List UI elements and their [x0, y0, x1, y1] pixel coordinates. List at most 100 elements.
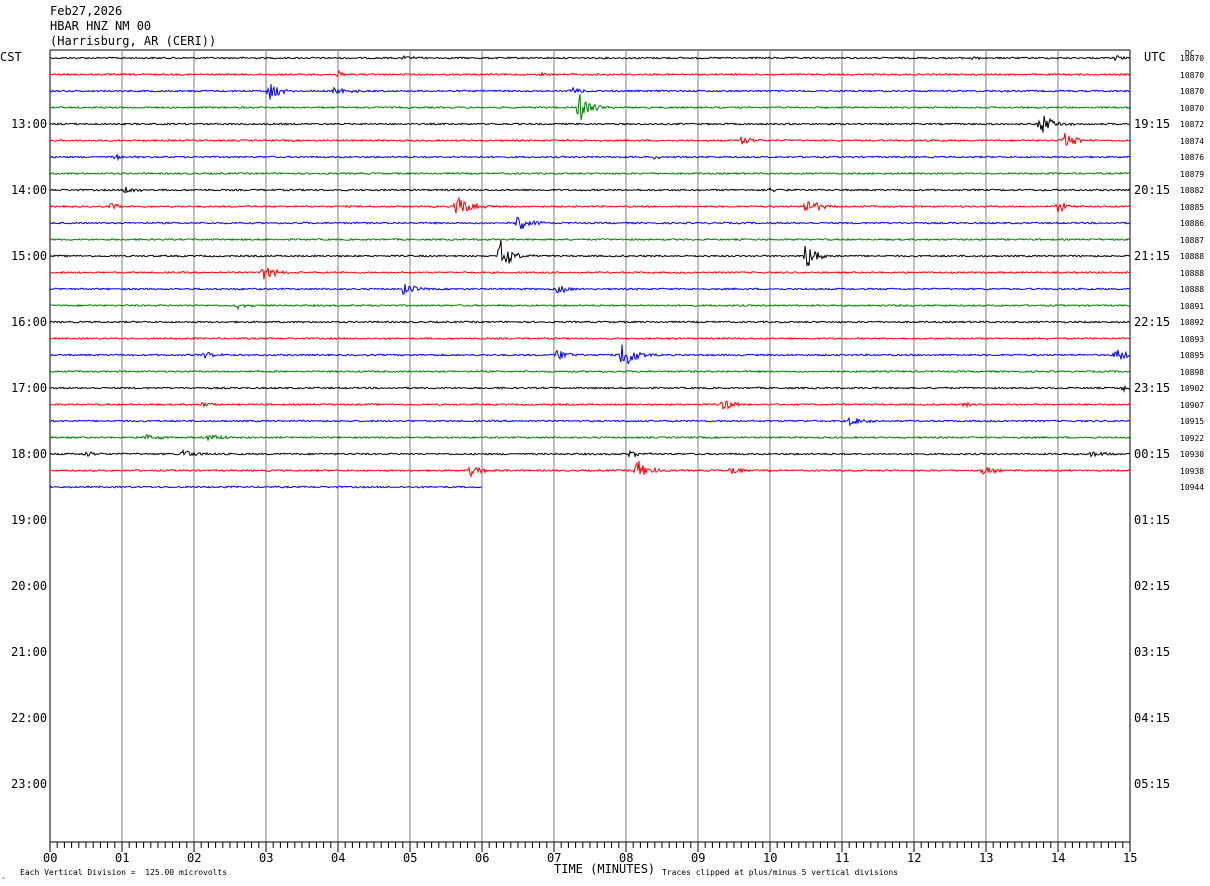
dc-offset-value: 10938 — [1180, 466, 1205, 476]
minute-label: 09 — [691, 851, 706, 865]
dc-offset-value: 10870 — [1180, 70, 1205, 80]
cst-hour-label: 22:00 — [11, 711, 48, 725]
clip-note: Traces clipped at plus/minus 5 vertical … — [662, 868, 899, 877]
cst-hour-label: 13:00 — [11, 117, 48, 131]
cst-hour-label: 20:00 — [11, 579, 48, 593]
trace-5 — [49, 132, 1131, 146]
dc-column-label: DC — [1185, 49, 1195, 58]
dc-offset-value: 10930 — [1180, 450, 1205, 459]
dc-offset-value: 10902 — [1180, 384, 1205, 393]
trace-15 — [49, 303, 1131, 311]
left-timezone-label: CST — [0, 50, 22, 64]
utc-hour-label: 00:15 — [1134, 447, 1171, 461]
trace-9 — [49, 196, 1131, 214]
utc-hour-label: 20:15 — [1134, 183, 1171, 197]
dc-offset-value: 10907 — [1180, 400, 1205, 410]
dc-offset-value: 10870 — [1180, 54, 1205, 63]
minute-label: 07 — [547, 851, 562, 865]
trace-26 — [49, 485, 482, 489]
cst-hour-label: 14:00 — [11, 183, 48, 197]
cst-hour-label: 21:00 — [11, 645, 48, 659]
plot-date: Feb27,2026 — [50, 4, 123, 18]
dc-offset-value: 10888 — [1180, 268, 1205, 278]
dc-offset-value: 10893 — [1180, 334, 1205, 344]
minute-label: 08 — [619, 851, 634, 865]
station-code: HBAR HNZ NM 00 — [50, 19, 152, 33]
dc-offset-value: 10888 — [1180, 252, 1205, 261]
trace-24 — [49, 448, 1131, 459]
trace-13 — [49, 267, 1131, 280]
minute-gridlines — [49, 49, 1131, 842]
utc-hour-label: 21:15 — [1134, 249, 1171, 263]
utc-hour-label: 03:15 — [1134, 645, 1171, 659]
trace-10 — [49, 216, 1131, 230]
cst-hour-label: 17:00 — [11, 381, 48, 395]
dc-offset-value: 10888 — [1180, 285, 1205, 294]
dc-offset-value: 10887 — [1180, 235, 1205, 245]
dc-offset-value: 10870 — [1180, 87, 1205, 96]
minute-label: 12 — [907, 851, 922, 865]
dc-offset-value: 10876 — [1180, 153, 1205, 162]
trace-7 — [49, 171, 1131, 176]
minute-label: 11 — [835, 851, 850, 865]
dc-offset-value: 10944 — [1180, 483, 1205, 492]
right-timezone-label: UTC — [1144, 50, 1166, 64]
dc-offset-value: 10885 — [1180, 202, 1205, 212]
utc-hour-label: 02:15 — [1134, 579, 1171, 593]
minute-label: 01 — [115, 851, 130, 865]
trace-12 — [49, 240, 1131, 268]
time-axis — [49, 841, 1131, 852]
minute-label: 14 — [1051, 851, 1066, 865]
trace-20 — [49, 384, 1131, 393]
trace-3 — [49, 94, 1131, 121]
minute-label: 02 — [187, 851, 202, 865]
cst-hour-label: 19:00 — [11, 513, 48, 527]
dc-offset-value: 10872 — [1180, 120, 1205, 129]
dc-offset-value: 10895 — [1180, 351, 1205, 360]
scale-note: Each Vertical Division = 125.00 microvol… — [20, 868, 228, 877]
dc-offset-value: 10922 — [1180, 433, 1205, 443]
utc-hour-label: 01:15 — [1134, 513, 1171, 527]
trace-18 — [49, 344, 1131, 365]
minute-label: 00 — [43, 851, 58, 865]
corner-mark: ‸ — [2, 870, 5, 879]
dc-offset-value: 10874 — [1180, 136, 1205, 146]
seismic-traces — [49, 55, 1131, 489]
dc-offset-value: 10915 — [1180, 417, 1205, 426]
minute-label: 13 — [979, 851, 994, 865]
utc-hour-label: 19:15 — [1134, 117, 1171, 131]
trace-23 — [49, 433, 1131, 441]
utc-hour-label: 05:15 — [1134, 777, 1171, 791]
dc-offset-value: 10882 — [1180, 186, 1205, 195]
trace-17 — [49, 336, 1131, 341]
dc-offset-value: 10886 — [1180, 219, 1205, 228]
trace-16 — [49, 320, 1131, 324]
trace-1 — [49, 69, 1131, 78]
minute-label: 15 — [1123, 851, 1138, 865]
trace-2 — [49, 84, 1130, 100]
trace-11 — [50, 237, 1131, 242]
minute-label: 05 — [403, 851, 418, 865]
dc-offset-value: 10879 — [1180, 169, 1205, 179]
trace-8 — [50, 186, 1131, 194]
utc-hour-label: 04:15 — [1134, 711, 1171, 725]
x-axis-title: TIME (MINUTES) — [554, 862, 656, 876]
trace-19 — [49, 369, 1131, 374]
trace-22 — [50, 416, 1131, 427]
trace-21 — [49, 400, 1131, 410]
dc-offset-value: 10892 — [1180, 318, 1205, 327]
trace-4 — [49, 115, 1131, 133]
dc-offset-value: 10898 — [1180, 367, 1205, 377]
cst-hour-label: 18:00 — [11, 447, 48, 461]
minute-label: 06 — [475, 851, 490, 865]
cst-hour-label: 23:00 — [11, 777, 48, 791]
minute-label: 04 — [331, 851, 346, 865]
cst-hour-label: 16:00 — [11, 315, 48, 329]
trace-0 — [49, 55, 1131, 62]
dc-offset-value: 10891 — [1180, 301, 1205, 311]
dc-offset-value: 10870 — [1180, 103, 1205, 113]
station-location: (Harrisburg, AR (CERI)) — [50, 34, 217, 48]
utc-hour-label: 22:15 — [1134, 315, 1171, 329]
utc-hour-label: 23:15 — [1134, 381, 1171, 395]
